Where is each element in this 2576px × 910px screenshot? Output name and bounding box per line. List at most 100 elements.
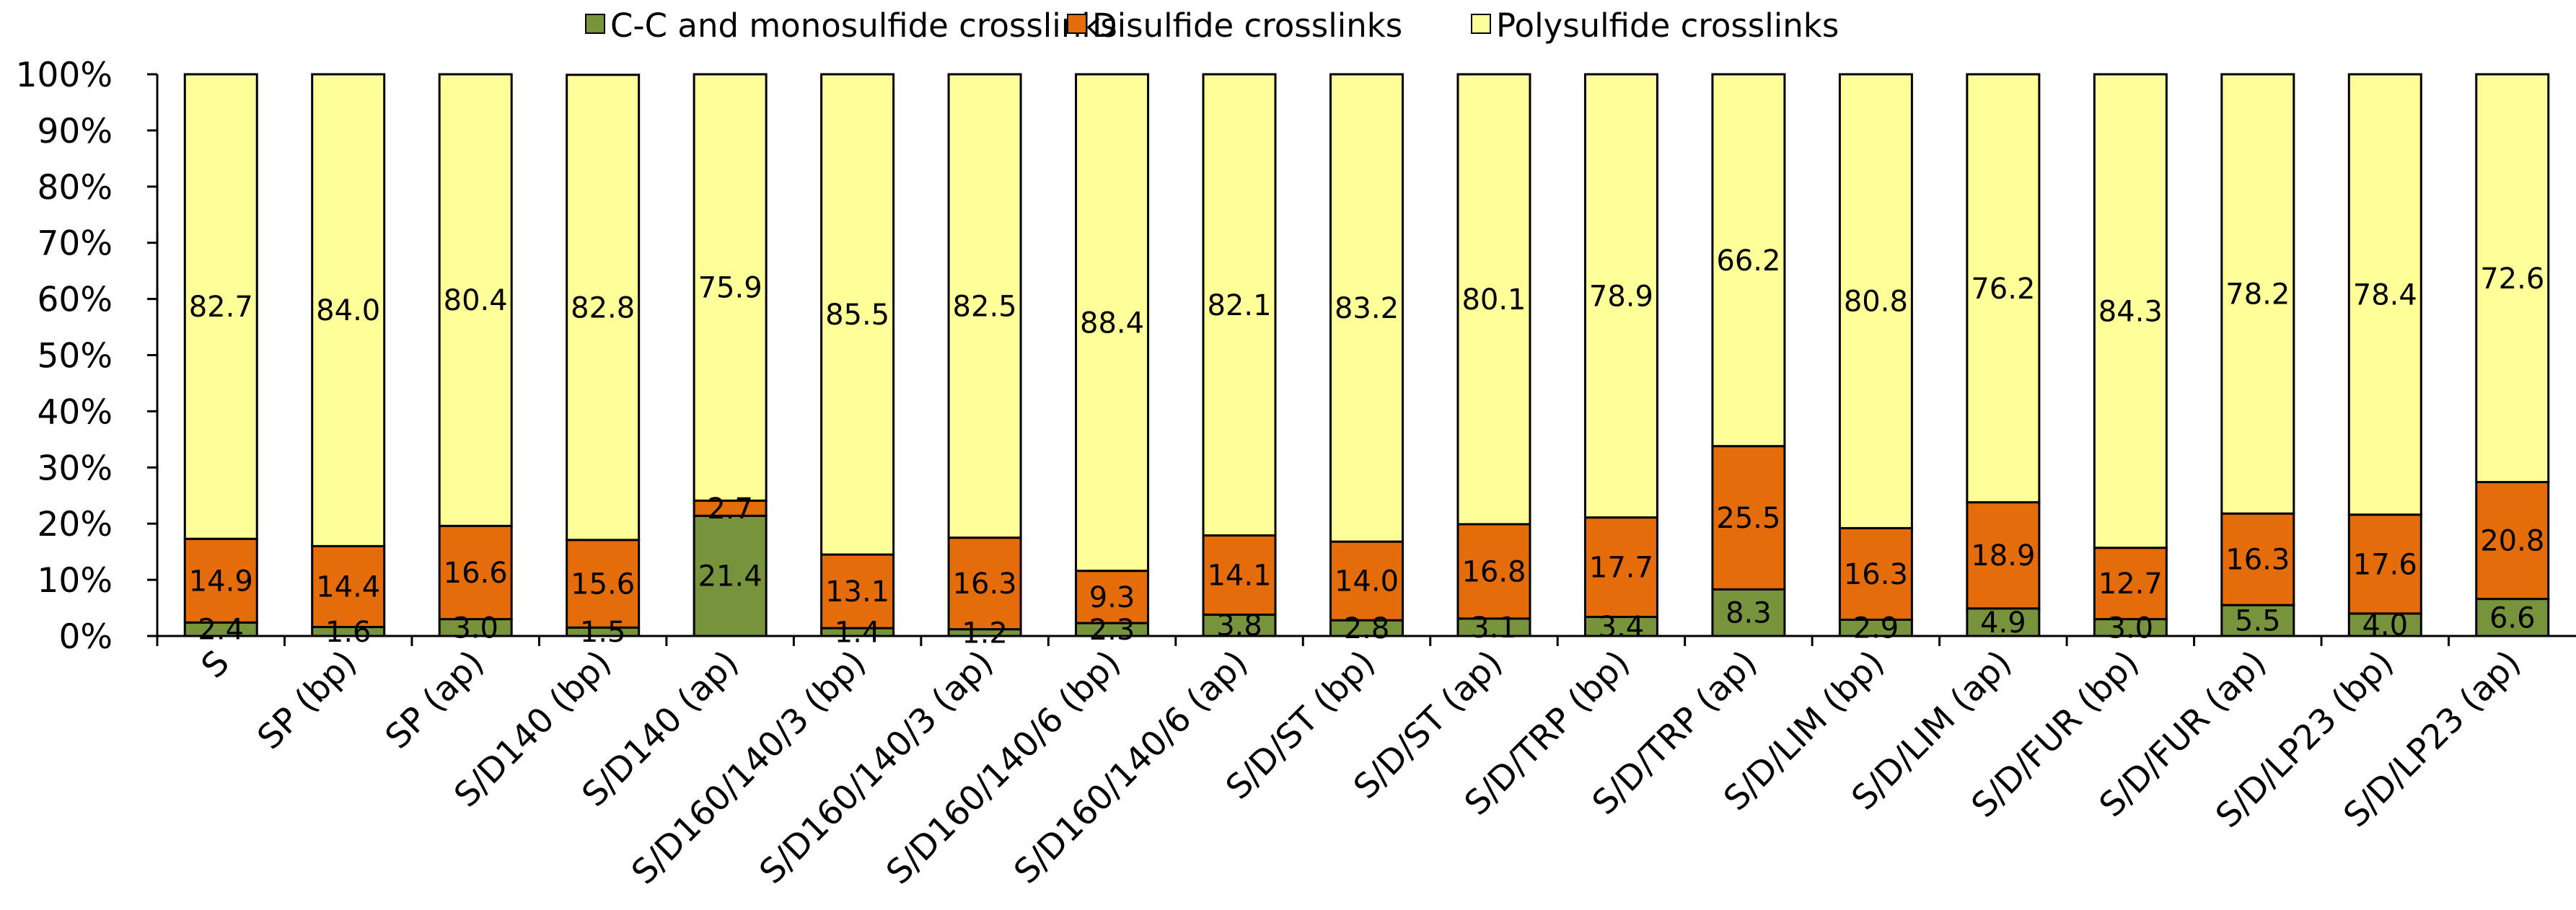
bar-segment-polysulfide	[2475, 73, 2550, 484]
y-tick-label: 90%	[38, 112, 113, 151]
data-label-monosulfide: 1.5	[580, 616, 626, 649]
y-tick-label: 20%	[38, 505, 113, 544]
bar-segment-disulfide	[2347, 513, 2422, 615]
bar-segment-monosulfide	[1711, 588, 1786, 637]
bar-segment-disulfide	[566, 539, 641, 629]
legend-swatch	[1067, 14, 1087, 34]
data-label-disulfide: 17.7	[1589, 552, 1653, 585]
data-label-polysulfide: 80.1	[1461, 283, 1526, 317]
bar-segment-polysulfide	[1329, 73, 1404, 543]
data-label-polysulfide: 76.2	[1971, 273, 2035, 306]
y-tick-label: 60%	[38, 280, 113, 320]
data-label-polysulfide: 78.2	[2225, 278, 2290, 312]
data-label-polysulfide: 78.4	[2353, 278, 2417, 312]
data-label-monosulfide: 2.9	[1853, 612, 1899, 645]
legend-swatch	[1471, 14, 1491, 34]
data-label-polysulfide: 75.9	[698, 272, 762, 305]
data-label-monosulfide: 1.4	[835, 617, 881, 650]
bar-segment-monosulfide	[2475, 598, 2550, 637]
bar-segment-polysulfide	[1456, 73, 1531, 526]
bar-segment-disulfide	[947, 536, 1022, 631]
data-label-disulfide: 14.0	[1335, 565, 1399, 598]
y-tick-label: 40%	[38, 392, 113, 432]
data-label-polysulfide: 80.8	[1844, 286, 1908, 319]
bar-segment-polysulfide	[2347, 73, 2422, 516]
data-label-monosulfide: 3.1	[1471, 611, 1517, 645]
bar-segment-polysulfide	[693, 73, 768, 502]
x-category-label: SP (bp)	[250, 643, 364, 758]
x-category-label: S/D160/140/6 (ap)	[1006, 643, 1255, 892]
bar-segment-disulfide	[438, 524, 513, 621]
data-label-polysulfide: 84.3	[2098, 295, 2163, 328]
data-label-polysulfide: 85.5	[825, 299, 889, 332]
bar-segment-polysulfide	[438, 73, 513, 527]
legend-entry: Disulfide crosslinks	[1092, 6, 1402, 45]
y-tick-label: 100%	[16, 56, 113, 95]
x-category-label: S/D160/140/3 (bp)	[624, 643, 874, 893]
data-label-monosulfide: 1.2	[962, 617, 1008, 650]
data-label-polysulfide: 82.7	[189, 291, 253, 324]
data-label-monosulfide: 3.4	[1599, 611, 1645, 644]
data-label-disulfide: 14.9	[189, 565, 253, 598]
bar-segment-polysulfide	[1583, 73, 1658, 519]
bar-segment-polysulfide	[311, 73, 386, 547]
data-label-polysulfide: 82.8	[571, 291, 635, 324]
legend-swatch	[585, 14, 605, 34]
bar-segment-polysulfide	[1966, 73, 2041, 504]
bar-segment-polysulfide	[1711, 73, 1786, 448]
bar-segment-disulfide	[2475, 481, 2550, 601]
bars	[183, 73, 2550, 637]
data-label-monosulfide: 4.9	[1980, 606, 2026, 640]
bar-segment-disulfide	[1329, 540, 1404, 622]
data-label-monosulfide: 5.5	[2235, 605, 2281, 638]
data-label-monosulfide: 6.6	[2489, 601, 2536, 635]
data-label-disulfide: 15.6	[571, 568, 635, 601]
data-label-monosulfide: 3.0	[452, 611, 498, 645]
bar-segment-polysulfide	[947, 73, 1022, 539]
x-category-label: S	[194, 643, 237, 686]
data-label-disulfide: 2.7	[707, 492, 753, 526]
data-label-monosulfide: 3.0	[2108, 611, 2154, 645]
y-tick-label: 10%	[38, 561, 113, 601]
data-label-polysulfide: 83.2	[1335, 292, 1399, 325]
bar-segment-polysulfide	[1075, 73, 1150, 573]
data-label-monosulfide: 4.0	[2362, 609, 2408, 642]
data-label-polysulfide: 82.1	[1207, 289, 1271, 322]
data-label-disulfide: 16.3	[1844, 558, 1908, 591]
y-axis: 0% 10% 20% 30% 40% 50% 60% 70% 80% 90% 100%	[16, 56, 159, 657]
data-label-disulfide: 14.4	[316, 570, 380, 604]
data-label-disulfide: 14.1	[1207, 559, 1271, 592]
data-label-disulfide: 9.3	[1089, 581, 1135, 614]
bar-segment-disulfide	[1966, 501, 2041, 610]
bar-segment-polysulfide	[566, 74, 641, 542]
x-axis: S SP (bp) SP (ap)S/D140 (bp)S/D140 (ap)S/D…	[156, 635, 2576, 893]
data-label-polysulfide: 88.4	[1080, 306, 1144, 340]
data-label-polysulfide: 82.5	[953, 290, 1017, 323]
x-category-label: SP (ap)	[378, 643, 492, 757]
data-label-disulfide: 18.9	[1971, 539, 2035, 573]
bar-segment-monosulfide	[1966, 607, 2041, 637]
chart-legend: C-C and monosulfide crosslinksDisulfide …	[585, 6, 1839, 45]
bar-segment-disulfide	[1075, 570, 1150, 624]
bar-segment-monosulfide	[1202, 613, 1277, 637]
bar-segment-disulfide	[1456, 523, 1531, 620]
data-label-polysulfide: 78.9	[1589, 280, 1653, 313]
y-tick-label: 0%	[58, 617, 113, 657]
legend-entry: C-C and monosulfide crosslinks	[610, 6, 1117, 45]
data-label-monosulfide: 21.4	[698, 560, 762, 593]
bar-segment-disulfide	[2220, 512, 2295, 606]
data-label-monosulfide: 3.8	[1216, 609, 1262, 642]
bar-segment-polysulfide	[2220, 73, 2295, 515]
data-label-monosulfide: 2.8	[1344, 612, 1390, 645]
data-label-disulfide: 25.5	[1716, 502, 1780, 535]
data-label-disulfide: 16.6	[444, 557, 508, 590]
bar-segment-polysulfide	[1838, 73, 1913, 529]
data-label-monosulfide: 8.3	[1726, 597, 1772, 630]
bar-segment-polysulfide	[1202, 73, 1277, 537]
data-label-polysulfide: 80.4	[444, 284, 508, 317]
data-label-monosulfide: 2.3	[1089, 614, 1135, 647]
data-label-disulfide: 17.6	[2353, 548, 2417, 581]
x-category-label: S/D160/140/6 (bp)	[879, 643, 1128, 893]
y-tick-label: 80%	[38, 168, 113, 208]
